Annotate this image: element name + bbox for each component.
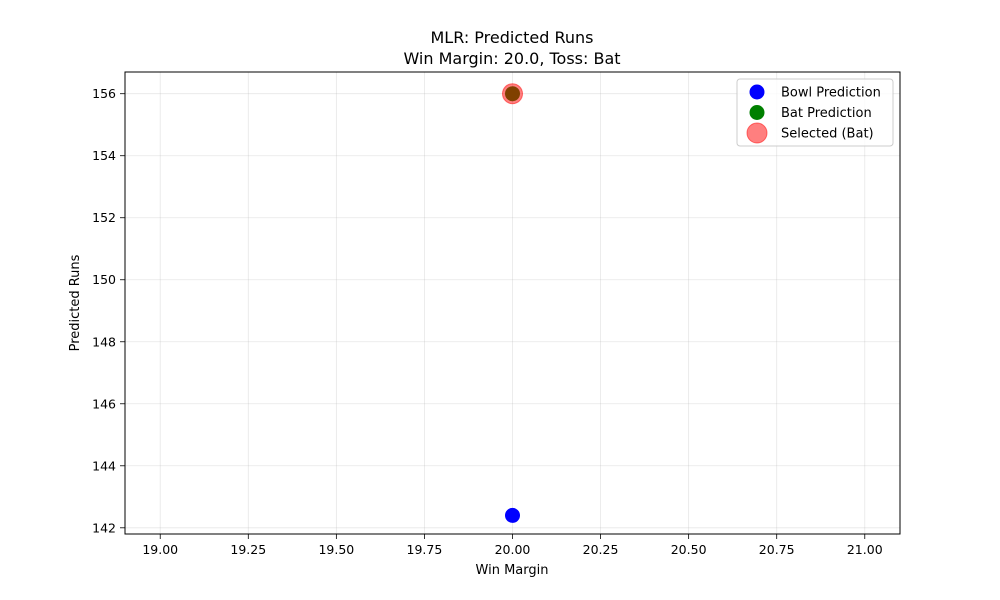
legend-label-series-1: Bat Prediction — [781, 106, 872, 121]
y-tick-label: 152 — [92, 210, 116, 225]
grid — [125, 72, 900, 534]
legend-label-series-2: Selected (Bat) — [781, 127, 874, 142]
y-tick-label: 142 — [92, 520, 116, 535]
x-tick-label: 21.00 — [847, 542, 883, 557]
y-tick-label: 156 — [92, 86, 116, 101]
x-tick-label: 20.75 — [759, 542, 795, 557]
y-tick-label: 146 — [92, 396, 116, 411]
chart-subtitle: Win Margin: 20.0, Toss: Bat — [403, 49, 620, 68]
legend-label-series-0: Bowl Prediction — [781, 86, 881, 101]
axis-ticks: 19.00 19.25 19.50 19.75 20.00 20.25 20.50 20.75… — [92, 86, 883, 557]
x-tick-label: 19.75 — [407, 542, 443, 557]
x-axis-label: Win Margin — [476, 563, 549, 578]
y-axis-label: Predicted Runs — [68, 254, 83, 351]
legend-marker-series-0 — [749, 84, 765, 100]
x-tick-label: 19.50 — [318, 542, 354, 557]
legend: Bowl Prediction Bat Prediction Selected (B… — [736, 78, 894, 147]
x-tick-label: 20.00 — [495, 542, 531, 557]
y-tick-label: 154 — [92, 148, 116, 163]
x-tick-label: 20.25 — [583, 542, 619, 557]
legend-marker-series-2 — [746, 122, 768, 144]
y-tick-label: 150 — [92, 272, 116, 287]
legend-marker-series-1 — [749, 105, 765, 120]
data-point-series-2 — [502, 83, 523, 105]
y-tick-label: 144 — [92, 458, 116, 473]
y-tick-label: 148 — [92, 334, 116, 349]
chart-title: MLR: Predicted Runs — [430, 28, 593, 47]
data-points — [502, 83, 523, 523]
data-point-series-0 — [505, 507, 520, 523]
plot-area-frame — [124, 71, 901, 535]
x-tick-label: 19.00 — [142, 542, 178, 557]
x-tick-label: 20.50 — [671, 542, 707, 557]
x-tick-label: 19.25 — [230, 542, 266, 557]
legend-frame — [736, 78, 894, 147]
